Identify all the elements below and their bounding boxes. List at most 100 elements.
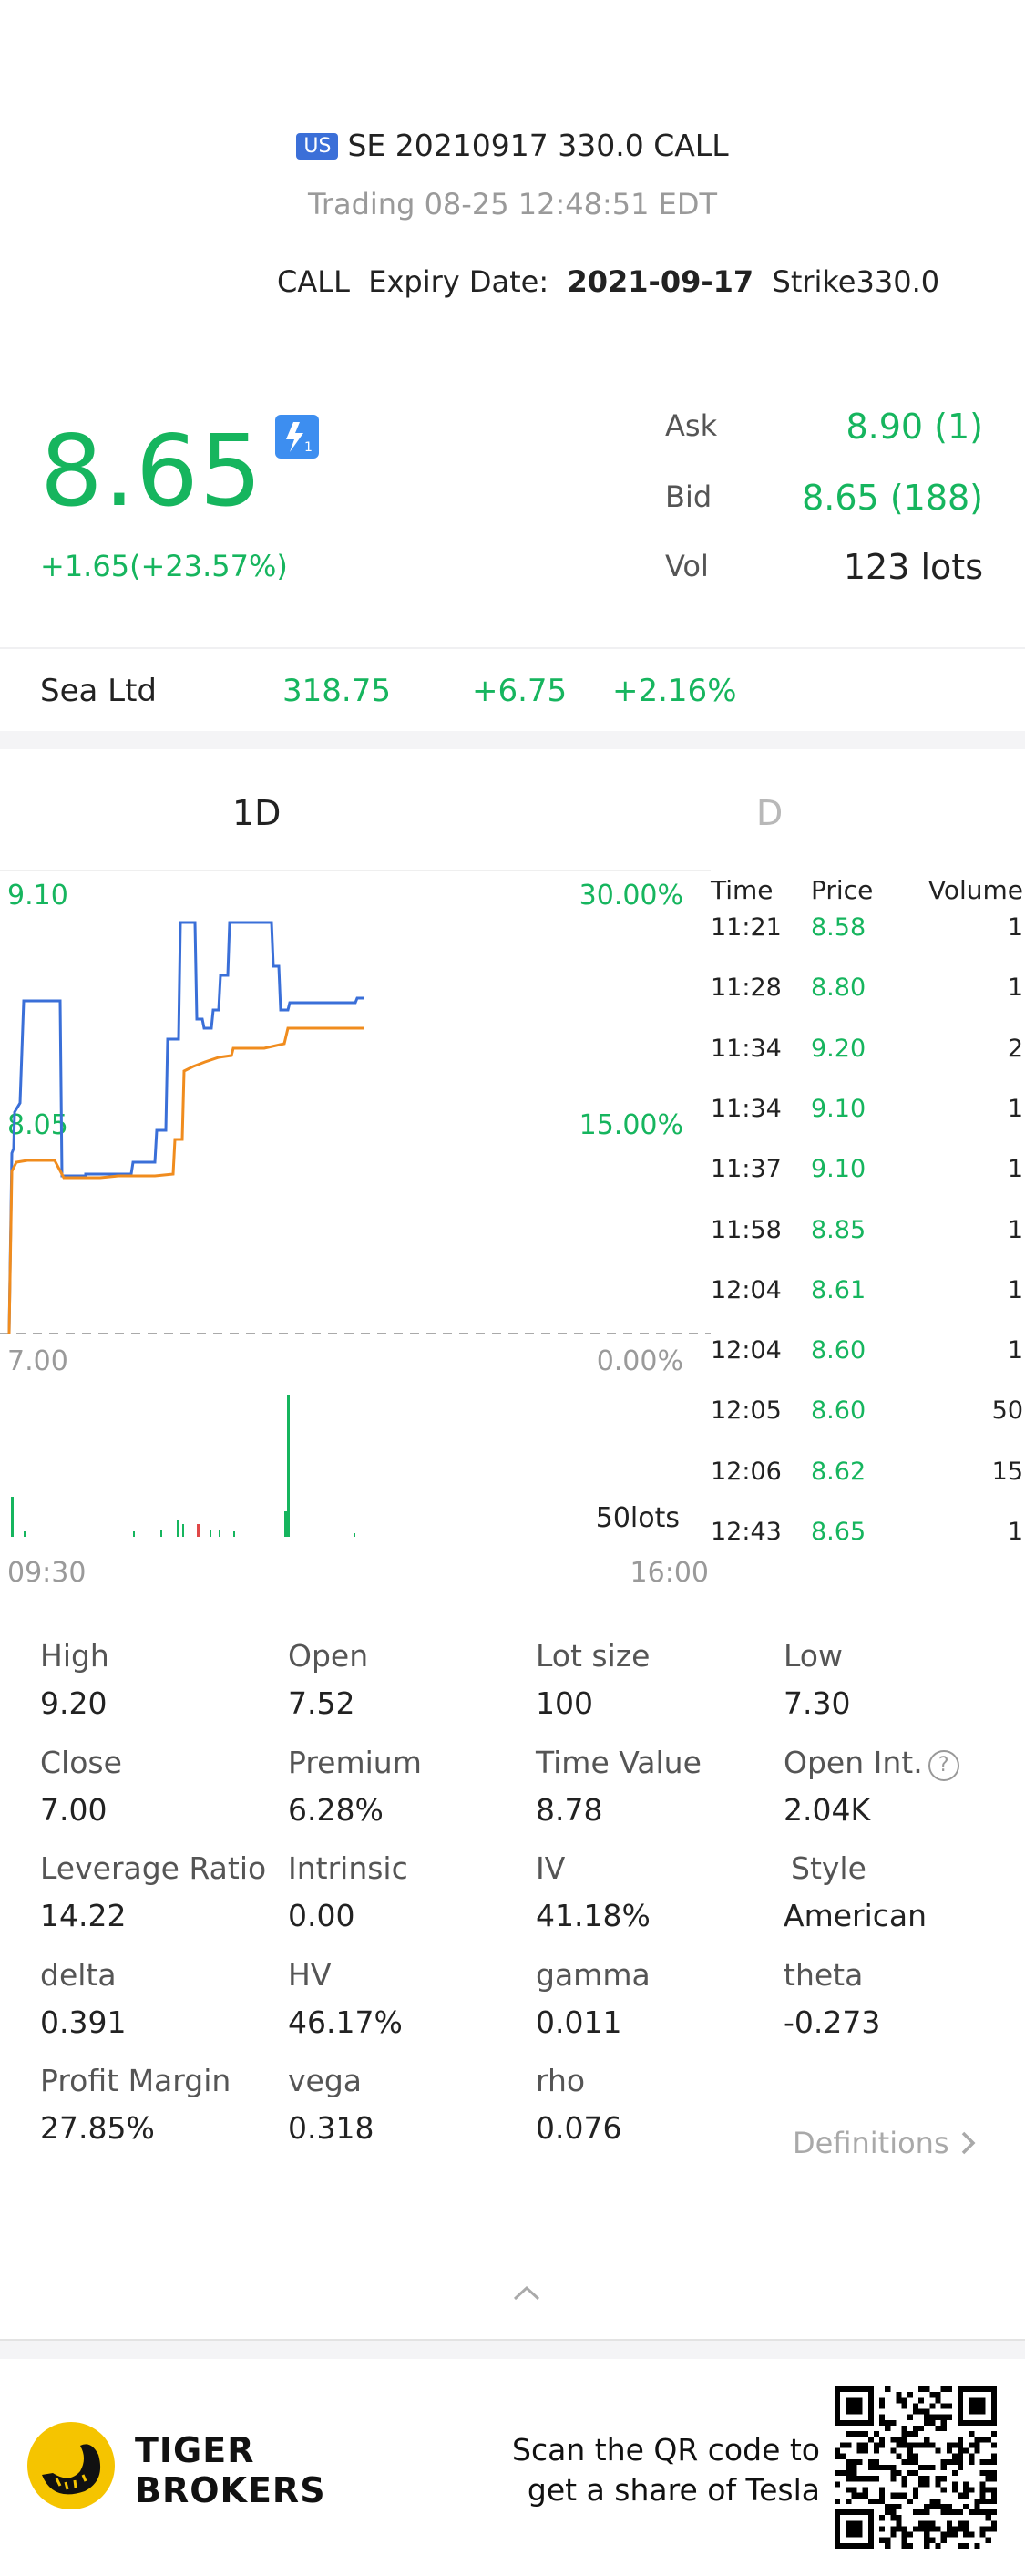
price-line (7, 921, 364, 1334)
definitions-link[interactable]: Definitions (793, 2126, 979, 2160)
chevron-up-icon[interactable] (512, 2283, 541, 2302)
trade-volume: 1 (1007, 1215, 1023, 1244)
stat-label: Style (791, 1850, 866, 1886)
trade-row: 11:34 9.10 1 (702, 1095, 1025, 1155)
stat-value: American (784, 1898, 928, 1933)
stat-label-text: Premium (288, 1744, 422, 1780)
trade-time: 11:34 (711, 1034, 782, 1063)
stat-label-text: Profit Margin (40, 2063, 231, 2098)
trade-time: 12:04 (711, 1275, 782, 1304)
stat-label: Time Value (536, 1745, 702, 1780)
stat-label-text: Low (784, 1638, 843, 1674)
x-end-label: 16:00 (630, 1557, 709, 1589)
volume-bar (219, 1530, 220, 1537)
stat-value: 7.52 (288, 1685, 355, 1721)
last-price: 8.65 (40, 415, 263, 529)
ask-value: 8.90 (1) (846, 407, 983, 447)
volume-bar (177, 1520, 179, 1537)
y-right-bottom: 0.00% (597, 1345, 683, 1377)
volume-value: 123 lots (843, 547, 983, 587)
trade-price: 8.60 (811, 1336, 866, 1365)
brand-name-line2: BROKERS (135, 2470, 326, 2510)
stat-label: Profit Margin (40, 2063, 231, 2098)
ask-label: Ask (665, 408, 718, 443)
trade-price: 9.10 (811, 1094, 866, 1123)
market-badge: US (296, 133, 339, 160)
average-price-line (7, 1026, 364, 1334)
divider (0, 2339, 1025, 2341)
stat-label-text: rho (536, 2063, 586, 2098)
trade-time: 11:58 (711, 1215, 782, 1244)
trade-row: 11:34 9.20 2 (702, 1035, 1025, 1095)
underlying-price: 318.75 (282, 673, 391, 709)
stat-value: 100 (536, 1685, 593, 1721)
stat-value: 9.20 (40, 1685, 108, 1721)
trade-price: 8.80 (811, 974, 866, 1003)
stat-label-text: High (40, 1638, 109, 1674)
trade-volume: 1 (1007, 974, 1023, 1003)
option-type: CALL (277, 264, 350, 299)
stat-label-text: Lot size (536, 1638, 651, 1674)
trade-price: 9.20 (811, 1034, 866, 1063)
stat-label: theta (784, 1957, 863, 1993)
qr-caption-line1: Scan the QR code to (512, 2432, 820, 2468)
y-left-bottom: 7.00 (7, 1345, 68, 1377)
stat-label: Premium (288, 1745, 422, 1780)
stat-label: IV (536, 1850, 565, 1886)
stat-label: Close (40, 1745, 122, 1780)
volume-bar (233, 1531, 235, 1537)
y-left-top: 9.10 (7, 880, 68, 912)
trade-row: 11:58 8.85 1 (702, 1216, 1025, 1276)
volume-bar (182, 1524, 184, 1537)
trade-time: 12:04 (711, 1336, 782, 1365)
trade-row: 11:28 8.80 1 (702, 974, 1025, 1034)
trade-volume: 1 (1007, 1094, 1023, 1123)
volume-bar (24, 1531, 26, 1537)
trade-time: 12:43 (711, 1518, 782, 1546)
trade-row: 11:37 9.10 1 (702, 1155, 1025, 1215)
contract-name: SE 20210917 330.0 CALL (347, 128, 729, 163)
underlying-name[interactable]: Sea Ltd (40, 673, 157, 709)
stat-label-text: HV (288, 1956, 332, 1993)
trade-price: 8.61 (811, 1275, 866, 1304)
trades-header-price: Price (811, 875, 874, 905)
trade-time: 11:28 (711, 974, 782, 1003)
stat-label-text: gamma (536, 1956, 651, 1993)
volume-bar (160, 1530, 162, 1537)
underlying-change: +6.75 (472, 673, 568, 709)
volume-scale-label: 50lots (596, 1502, 680, 1534)
lightning-1-icon[interactable]: 1 (275, 415, 319, 459)
stat-value: 0.011 (536, 2004, 622, 2040)
stat-label-text: Time Value (536, 1744, 702, 1780)
strike-value: 330.0 (856, 264, 940, 299)
trade-price: 8.85 (811, 1215, 866, 1244)
y-right-mid: 15.00% (579, 1109, 683, 1141)
trade-price: 8.65 (811, 1518, 866, 1546)
stat-value: 0.00 (288, 1898, 355, 1933)
intraday-chart[interactable]: 9.10 8.05 7.00 30.00% 15.00% 0.00% 50lot… (0, 866, 711, 1595)
trade-row: 12:05 8.60 50 (702, 1396, 1025, 1457)
trade-volume: 50 (991, 1396, 1023, 1426)
volume-label: Vol (665, 549, 709, 583)
trade-price: 9.10 (811, 1155, 866, 1184)
y-left-mid: 8.05 (7, 1109, 68, 1141)
stat-value: 2.04K (784, 1791, 871, 1828)
stat-label: Lot size (536, 1638, 650, 1674)
stat-value: 0.391 (40, 2004, 127, 2040)
stat-value: 7.30 (784, 1685, 851, 1721)
stat-label: rho (536, 2063, 585, 2098)
stat-label: Intrinsic (288, 1850, 408, 1886)
trade-row: 12:06 8.62 15 (702, 1458, 1025, 1518)
stat-value: 46.17% (288, 2004, 403, 2040)
trade-time: 12:06 (711, 1457, 782, 1486)
definitions-label[interactable]: Definitions (793, 2126, 949, 2160)
tab-d[interactable]: D (756, 793, 784, 833)
brand-name-line1: TIGER (135, 2430, 255, 2470)
tab-1d[interactable]: 1D (232, 793, 282, 833)
tiger-logo-icon (27, 2422, 115, 2509)
trade-time: 12:05 (711, 1396, 782, 1426)
strike-label: Strike (772, 264, 856, 299)
help-icon[interactable]: ? (928, 1749, 959, 1781)
trade-volume: 1 (1007, 1155, 1023, 1184)
volume-bar (11, 1497, 14, 1537)
